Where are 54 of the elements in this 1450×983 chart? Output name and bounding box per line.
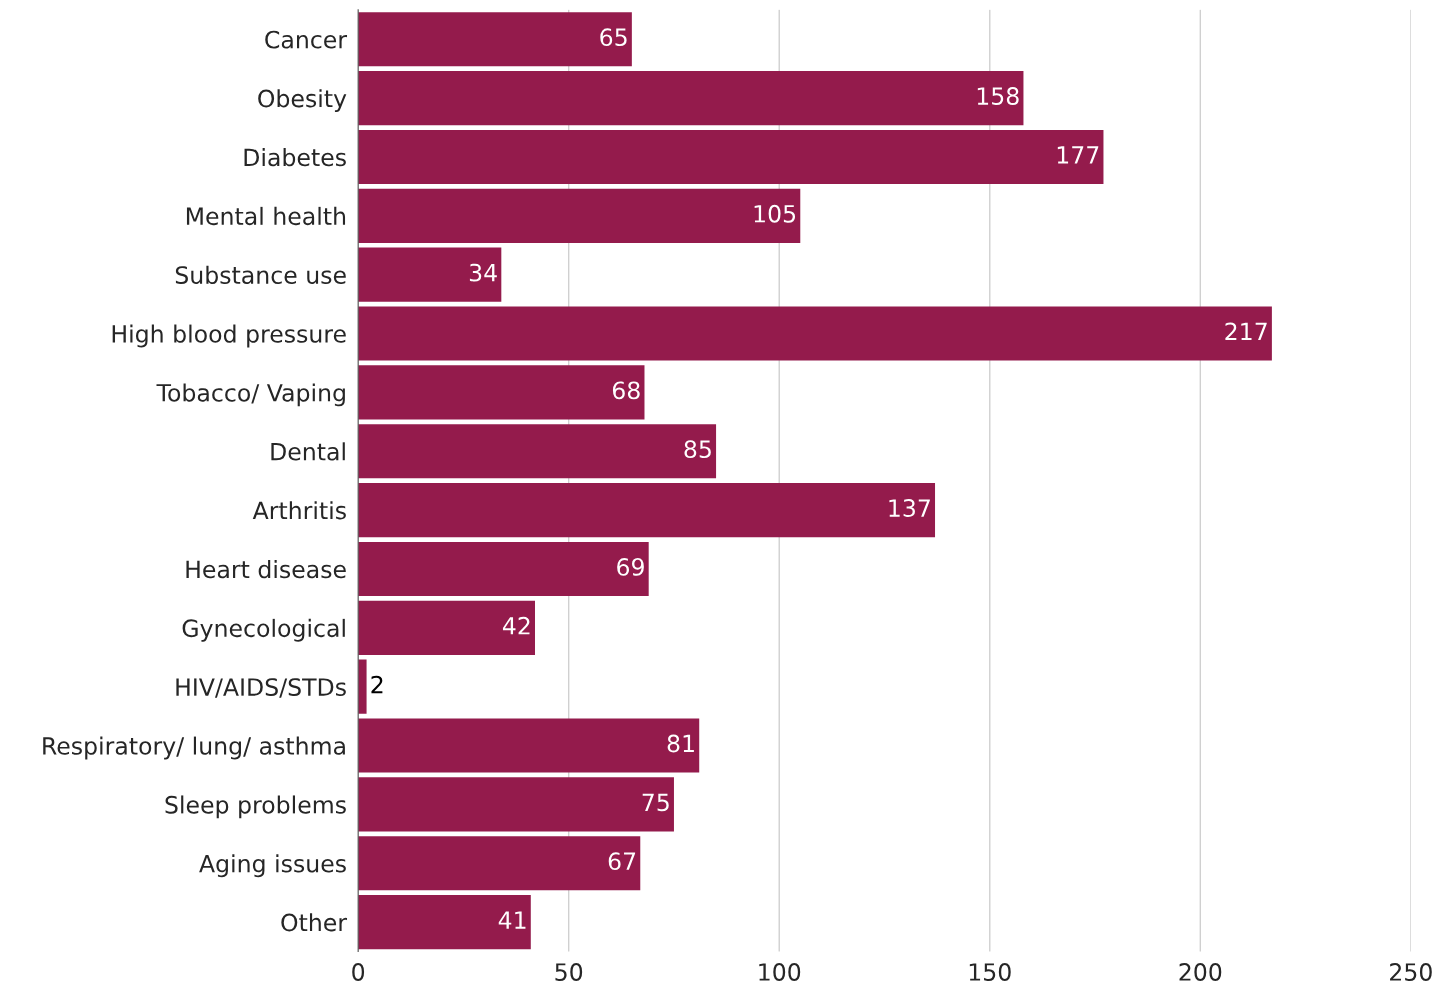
- data-label: 68: [612, 381, 640, 400]
- bar: [358, 836, 641, 891]
- x-tick-label: 50: [555, 963, 583, 981]
- data-label: 81: [667, 734, 694, 753]
- bar: [358, 365, 645, 420]
- y-tick-label: Dental: [271, 442, 345, 461]
- bar: [358, 71, 1024, 126]
- bar: [358, 129, 1104, 185]
- y-tick-label: Respiratory/ lung/ asthma: [43, 736, 345, 760]
- data-label: 105: [754, 204, 796, 223]
- bar: [358, 600, 535, 655]
- data-label: 85: [684, 440, 711, 459]
- bar: [358, 188, 801, 243]
- y-tick-label: Cancer: [265, 30, 348, 49]
- data-label: 42: [502, 616, 530, 635]
- bar: [358, 12, 632, 67]
- y-tick-label: Diabetes: [244, 148, 346, 167]
- y-tick-label: Substance use: [175, 265, 346, 284]
- bar: [358, 424, 717, 479]
- bar: [358, 895, 531, 950]
- x-tick-label: 250: [1390, 963, 1432, 981]
- bar: [358, 777, 674, 832]
- x-tick-label: 150: [969, 963, 1011, 981]
- y-tick-label: HIV/AIDS/STDs: [176, 678, 346, 698]
- y-tick-label: Mental health: [186, 206, 346, 226]
- bar: [358, 247, 502, 302]
- data-label: 75: [642, 793, 669, 812]
- data-label: 158: [977, 87, 1019, 105]
- bar: [358, 483, 936, 538]
- bar: [358, 718, 700, 773]
- data-label: 177: [1057, 146, 1099, 164]
- data-label: 34: [469, 263, 497, 282]
- data-label: 2: [371, 675, 383, 694]
- y-tick-label: High blood pressure: [112, 324, 346, 348]
- bar: [358, 306, 1272, 361]
- data-label: 69: [617, 557, 644, 576]
- x-tick-label: 100: [759, 963, 801, 981]
- data-label: 137: [889, 499, 930, 517]
- bar: [358, 659, 367, 714]
- data-label: 41: [498, 911, 526, 929]
- y-tick-label: Aging issues: [199, 854, 346, 878]
- x-tick-label: 200: [1179, 963, 1222, 981]
- y-tick-label: Heart disease: [186, 560, 346, 579]
- bar: [358, 541, 649, 597]
- y-tick-label: Other: [281, 913, 348, 932]
- y-tick-label: Obesity: [258, 89, 347, 112]
- y-tick-label: Tobacco/ Vaping: [156, 383, 345, 407]
- data-label: 217: [1225, 322, 1267, 341]
- data-label: 67: [608, 852, 636, 871]
- y-tick-label: Gynecological: [182, 618, 345, 642]
- x-tick-label: 0: [352, 963, 365, 981]
- y-tick-label: Arthritis: [252, 501, 346, 520]
- y-tick-label: Sleep problems: [165, 795, 346, 819]
- data-label: 65: [600, 28, 627, 47]
